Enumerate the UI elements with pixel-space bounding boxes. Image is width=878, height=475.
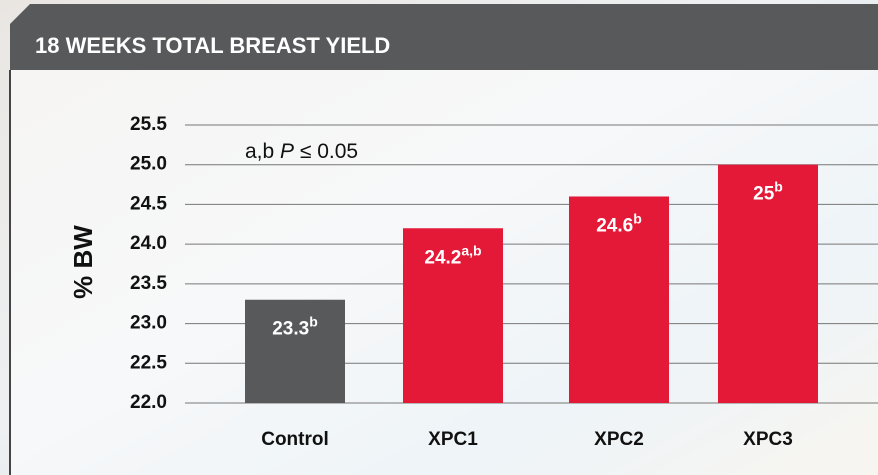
chart: 18 WEEKS TOTAL BREAST YIELD % BW a,b P ≤… xyxy=(0,0,878,475)
y-tick-label: 22.0 xyxy=(130,392,167,413)
chart-title: 18 WEEKS TOTAL BREAST YIELD xyxy=(35,33,390,58)
y-tick-label: 25.5 xyxy=(130,114,167,135)
data-label-superscript: b xyxy=(633,210,642,226)
data-label-value: 25 xyxy=(753,184,775,205)
page: 18 WEEKS TOTAL BREAST YIELD % BW a,b P ≤… xyxy=(0,0,878,475)
annotation-prefix: a,b xyxy=(245,140,280,163)
annotation: a,b P ≤ 0.05 xyxy=(245,140,358,163)
x-tick-label: XPC1 xyxy=(428,429,478,450)
y-tick-label: 25.0 xyxy=(130,154,167,175)
annotation-suffix: ≤ 0.05 xyxy=(294,140,358,163)
y-tick-label: 22.5 xyxy=(130,352,167,373)
annotation-italic: P xyxy=(280,140,294,163)
x-tick-label: Control xyxy=(261,429,329,450)
data-label-superscript: b xyxy=(309,313,318,329)
y-tick-label: 23.5 xyxy=(130,273,167,294)
data-label-value: 24.2 xyxy=(424,247,461,268)
y-tick-label: 24.5 xyxy=(130,193,167,214)
x-tick-label: XPC2 xyxy=(594,429,644,450)
y-axis-title: % BW xyxy=(68,225,98,299)
data-label-superscript: b xyxy=(774,178,783,194)
data-label-value: 23.3 xyxy=(272,319,309,340)
data-label-superscript: a,b xyxy=(461,242,481,258)
x-tick-label: XPC3 xyxy=(743,429,793,450)
bar xyxy=(245,300,345,403)
data-label-value: 24.6 xyxy=(596,216,633,237)
y-tick-label: 23.0 xyxy=(130,313,167,334)
y-tick-label: 24.0 xyxy=(130,233,167,254)
